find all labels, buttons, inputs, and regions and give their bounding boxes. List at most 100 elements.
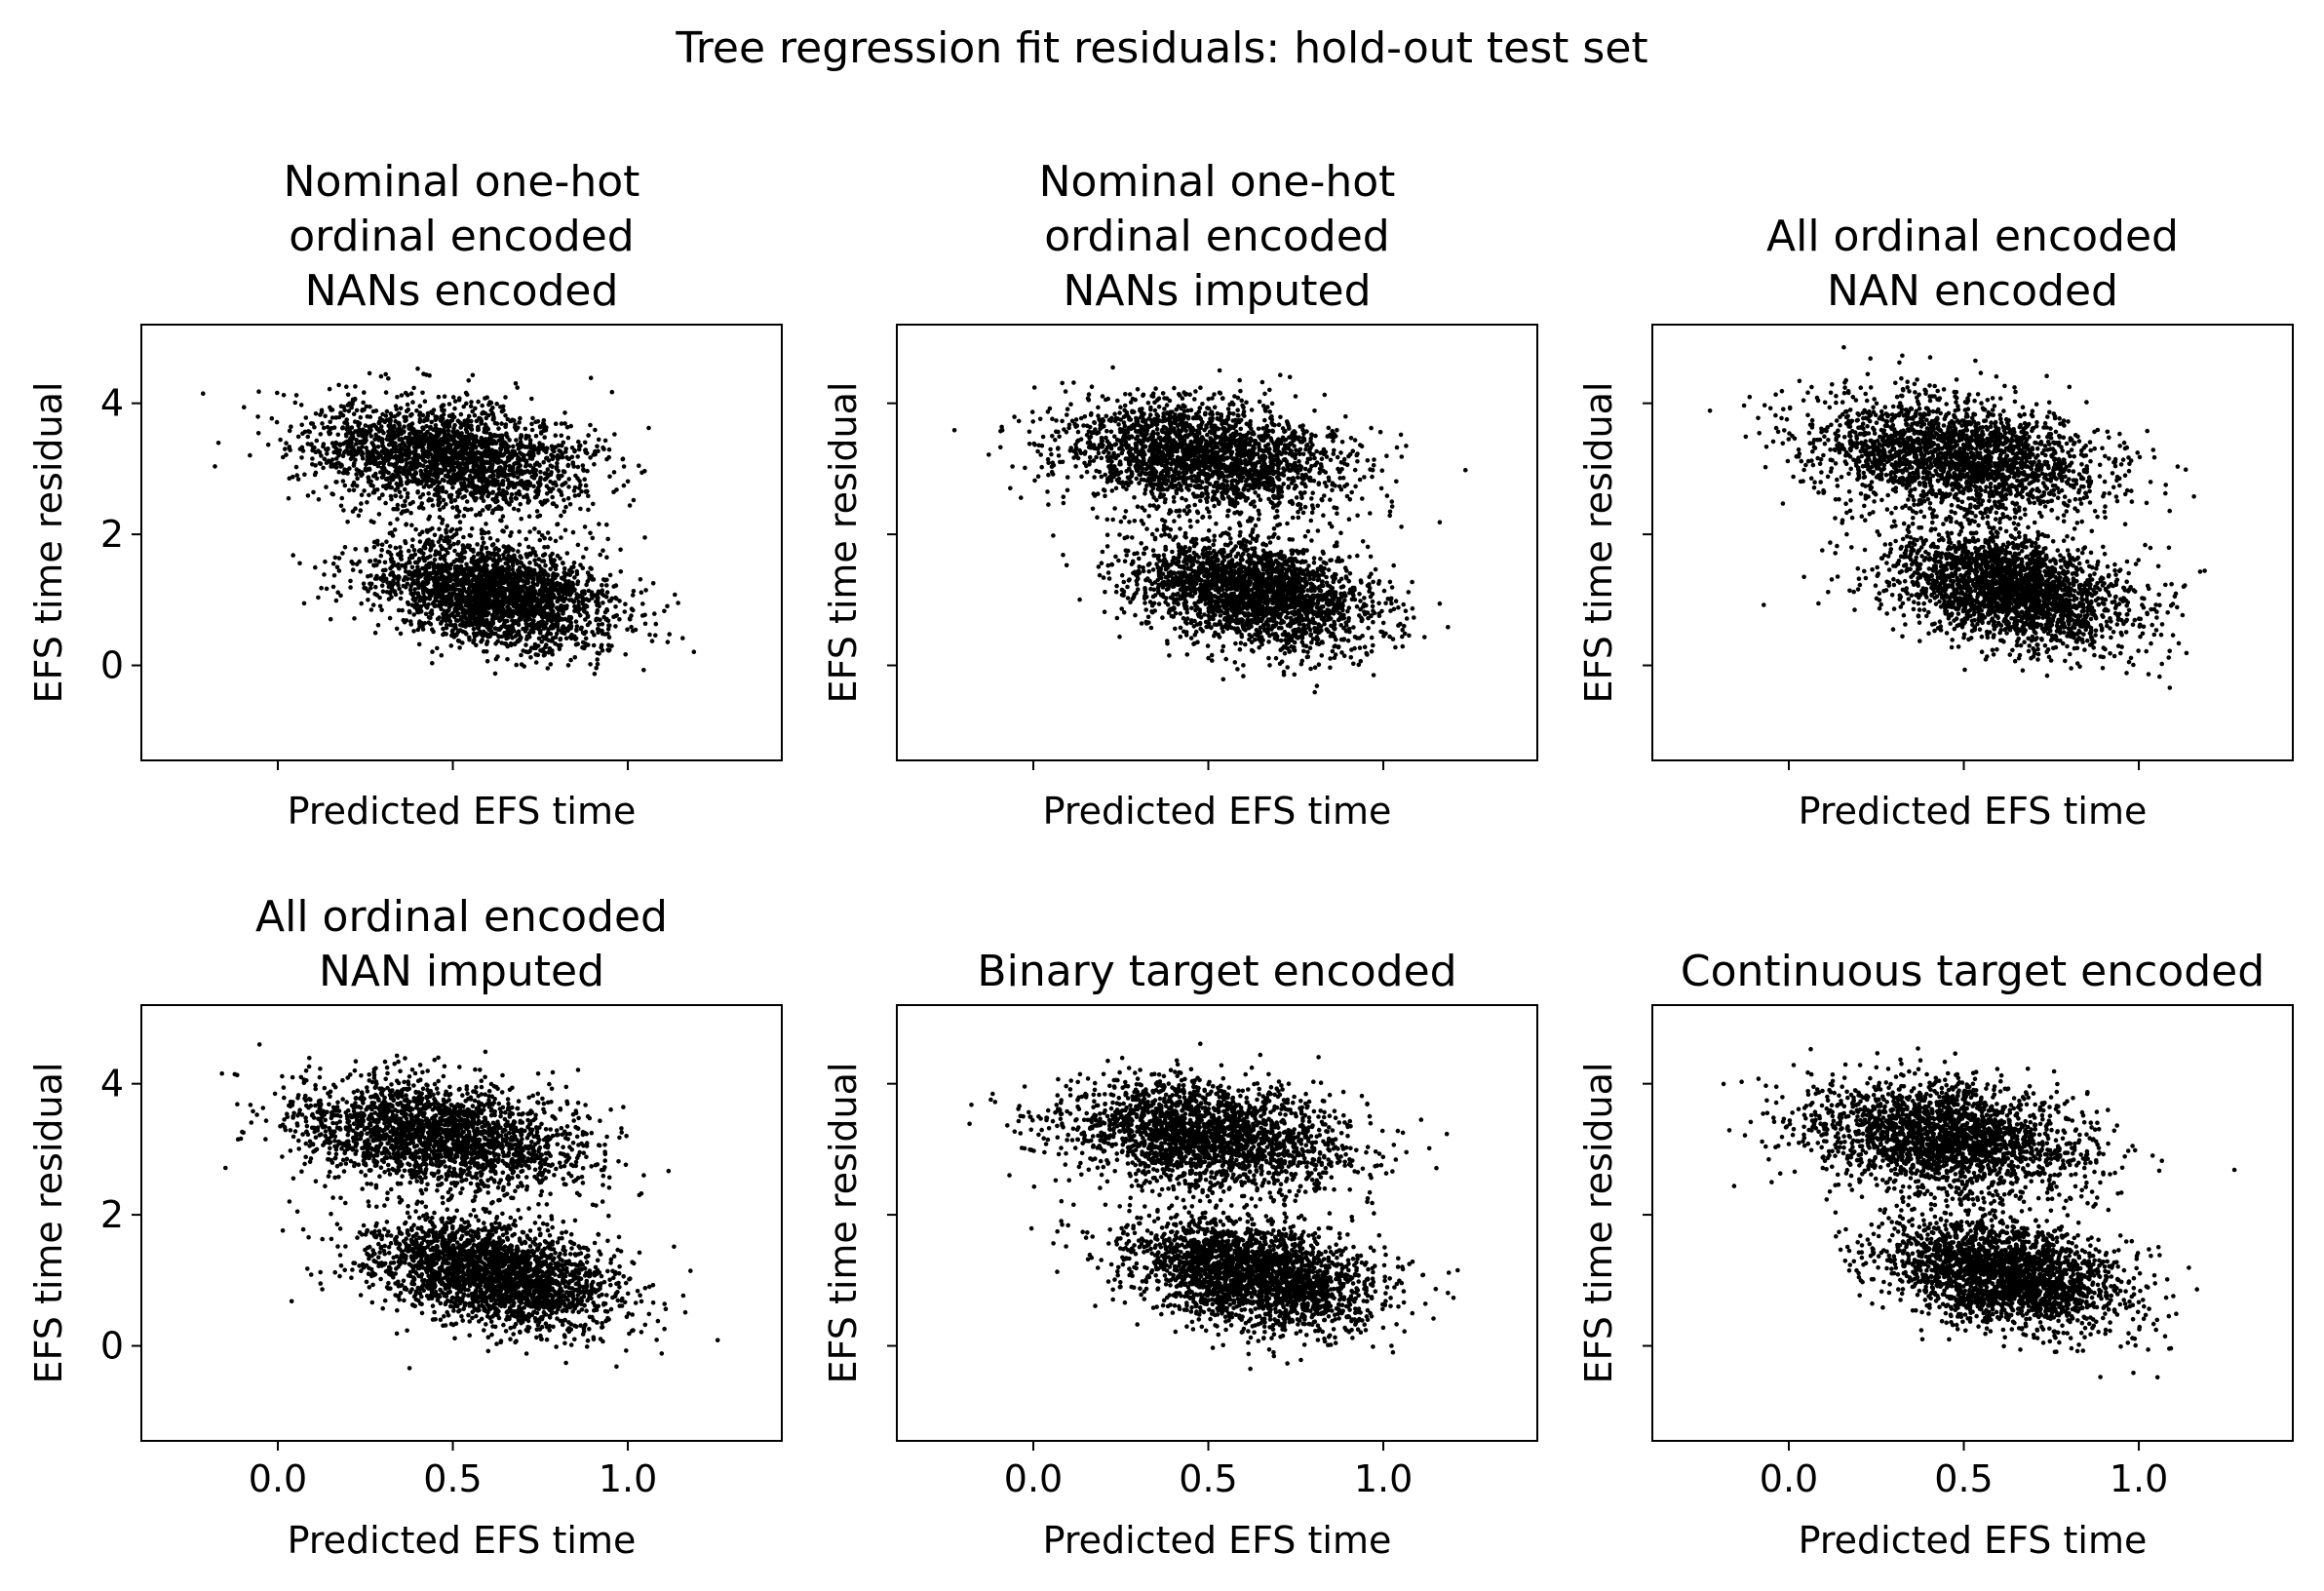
scatter-point xyxy=(415,627,421,633)
scatter-point xyxy=(563,504,568,510)
scatter-point xyxy=(1335,454,1340,460)
scatter-point xyxy=(413,446,418,451)
scatter-point xyxy=(255,431,261,436)
scatter-point xyxy=(480,410,484,416)
scatter-point xyxy=(339,495,345,501)
scatter-point xyxy=(554,619,560,625)
scatter-point xyxy=(412,602,418,608)
scatter-point xyxy=(491,569,496,574)
scatter-point xyxy=(529,474,534,480)
scatter-point xyxy=(411,612,417,617)
scatter-point xyxy=(646,425,651,431)
scatter-point xyxy=(460,460,466,466)
scatter-point xyxy=(517,461,522,467)
scatter-point xyxy=(419,455,425,460)
scatter-point xyxy=(356,433,362,438)
scatter-point xyxy=(368,404,372,409)
scatter-point xyxy=(388,411,394,416)
scatter-point xyxy=(553,445,559,450)
scatter-point xyxy=(444,423,448,428)
scatter-point xyxy=(577,444,582,449)
scatter-point xyxy=(545,467,551,472)
scatter-point xyxy=(513,381,519,386)
scatter-point xyxy=(594,666,599,671)
scatter-point xyxy=(581,555,586,560)
scatter-point xyxy=(327,386,332,392)
scatter-point xyxy=(294,473,300,478)
scatter-point xyxy=(295,434,301,440)
scatter-point xyxy=(388,565,393,571)
scatter-point xyxy=(548,488,554,494)
scatter-point xyxy=(534,460,540,466)
scatter-point xyxy=(540,635,546,640)
scatter-point xyxy=(509,530,514,535)
scatter-point xyxy=(537,610,543,616)
scatter-point xyxy=(415,366,420,371)
scatter-point xyxy=(633,627,639,633)
scatter-point xyxy=(436,394,442,400)
scatter-point xyxy=(565,495,571,501)
scatter-point xyxy=(256,389,261,395)
scatter-point xyxy=(456,398,462,403)
scatter-point xyxy=(524,482,529,486)
scatter-point xyxy=(438,576,444,582)
scatter-point xyxy=(428,424,433,430)
scatter-point xyxy=(631,497,637,503)
scatter-point xyxy=(494,492,500,498)
scatter-point xyxy=(371,422,377,428)
scatter-point xyxy=(593,427,598,433)
scatter-point xyxy=(595,602,600,607)
scatter-point xyxy=(604,616,609,622)
scatter-point xyxy=(432,580,438,585)
scatter-point xyxy=(387,544,393,549)
scatter-point xyxy=(421,555,426,561)
scatter-point xyxy=(1135,504,1141,509)
scatter-point xyxy=(349,559,355,564)
scatter-point xyxy=(474,513,479,518)
scatter-point xyxy=(458,556,463,562)
scatter-point xyxy=(489,585,495,590)
scatter-point xyxy=(368,426,372,432)
scatter-point xyxy=(494,551,500,557)
scatter-point xyxy=(449,629,455,634)
scatter-point xyxy=(481,466,486,471)
scatter-point xyxy=(588,662,593,667)
scatter-point xyxy=(362,488,367,493)
scatter-point xyxy=(515,561,520,565)
scatter-point xyxy=(468,595,473,600)
scatter-point xyxy=(382,466,387,471)
scatter-point xyxy=(370,449,375,454)
scatter-point xyxy=(354,407,360,413)
scatter-point xyxy=(521,563,526,568)
scatter-point xyxy=(519,445,523,449)
scatter-point xyxy=(575,476,580,482)
scatter-point xyxy=(536,529,542,535)
scatter-point xyxy=(458,582,464,587)
scatter-point xyxy=(484,430,489,435)
scatter-point xyxy=(503,579,508,585)
scatter-point xyxy=(631,607,636,613)
scatter-point xyxy=(368,607,374,612)
scatter-point xyxy=(585,570,591,575)
scatter-point xyxy=(495,601,501,607)
scatter-point xyxy=(433,448,439,454)
scatter-point xyxy=(450,429,455,435)
scatter-point xyxy=(366,479,371,485)
scatter-point xyxy=(531,567,537,573)
scatter-point xyxy=(426,445,432,450)
scatter-point xyxy=(398,631,404,637)
scatter-point xyxy=(393,441,398,446)
scatter-point xyxy=(428,621,434,627)
scatter-point xyxy=(559,535,563,540)
scatter-point xyxy=(523,536,528,542)
scatter-point xyxy=(467,635,472,640)
scatter-point xyxy=(534,494,539,500)
scatter-point xyxy=(398,596,404,601)
scatter-point xyxy=(580,599,586,603)
scatter-point xyxy=(1355,459,1360,464)
scatter-point xyxy=(479,547,484,552)
scatter-point xyxy=(340,425,346,430)
scatter-point xyxy=(521,606,526,612)
scatter-point xyxy=(439,653,445,658)
scatter-point xyxy=(543,476,549,482)
